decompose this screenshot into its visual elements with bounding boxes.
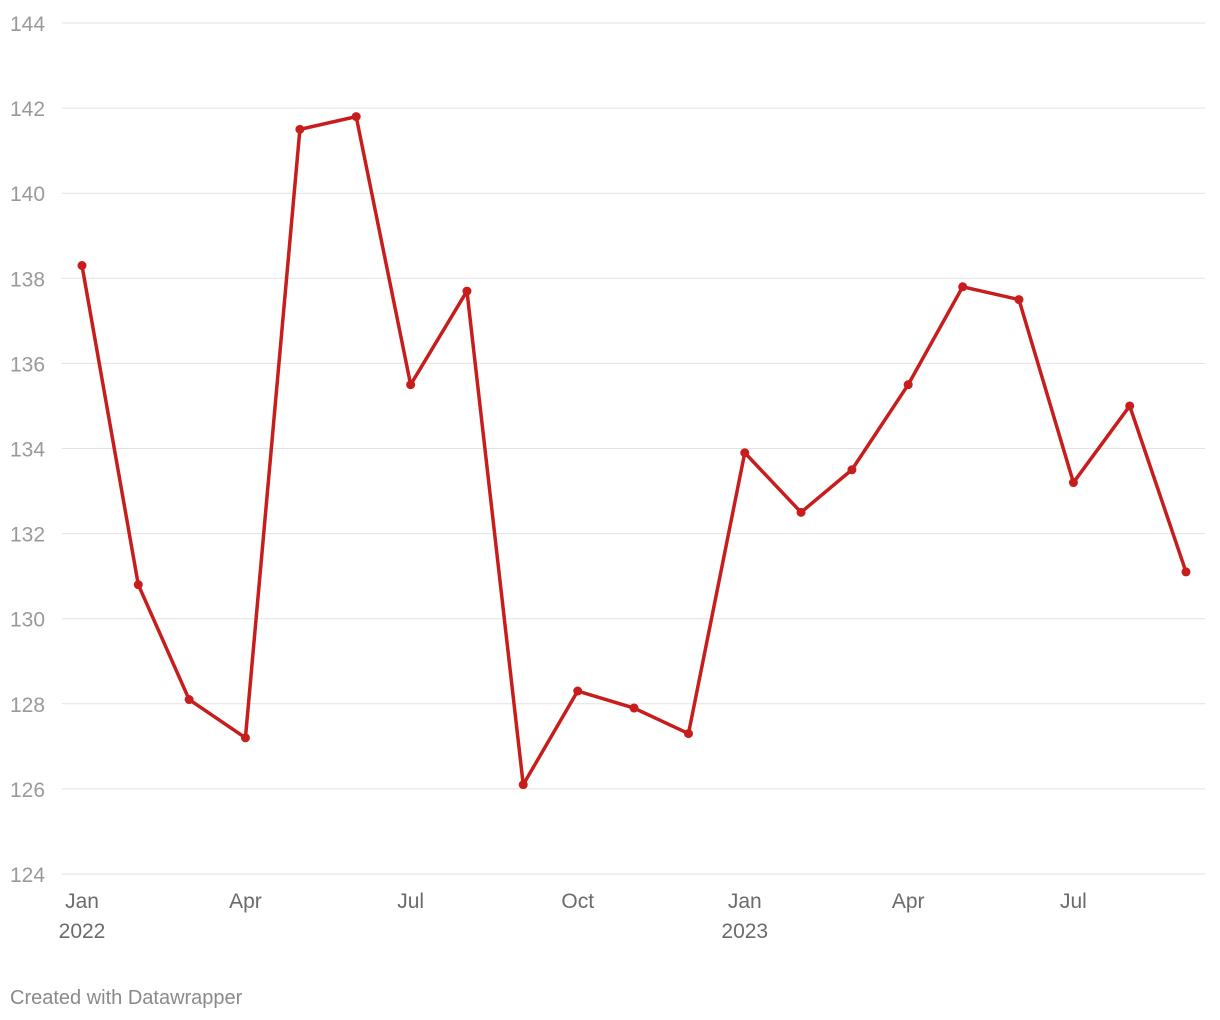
y-tick-label: 134	[10, 439, 45, 462]
point	[740, 448, 750, 458]
footer: Created with Datawrapper	[10, 987, 243, 1009]
point	[184, 695, 194, 705]
point	[1014, 295, 1024, 305]
x-tick-label: Jan	[65, 890, 99, 913]
point	[629, 703, 639, 713]
point	[351, 112, 361, 122]
point	[240, 733, 250, 743]
y-tick-label: 126	[10, 779, 45, 802]
point	[406, 380, 416, 390]
x-tick-label: Jul	[397, 890, 424, 913]
y-tick-label: 130	[10, 609, 45, 632]
y-tick-label: 144	[10, 13, 45, 36]
x-tick-label: Apr	[229, 890, 262, 913]
y-tick-label: 132	[10, 524, 45, 547]
x-tick-label: 2022	[59, 920, 106, 943]
point	[295, 124, 305, 134]
point	[573, 686, 583, 696]
point	[77, 261, 87, 271]
point	[796, 507, 806, 517]
line	[80, 114, 1188, 787]
point	[1181, 567, 1191, 577]
y-tick-label: 142	[10, 98, 45, 121]
point	[847, 465, 857, 475]
y-tick-label: 136	[10, 353, 45, 376]
point	[133, 580, 143, 590]
y-tick-label: 140	[10, 183, 45, 206]
point	[683, 729, 693, 739]
x-tick-label: Apr	[892, 890, 925, 913]
x-tick-label: Oct	[561, 890, 594, 913]
x-tick-label: Jul	[1060, 890, 1087, 913]
y-tick-label: 124	[10, 864, 45, 887]
point	[903, 380, 913, 390]
y-tick-label: 128	[10, 694, 45, 717]
point	[958, 282, 968, 292]
x-tick-label: Jan	[728, 890, 762, 913]
y-tick-label: 138	[10, 268, 45, 291]
point	[462, 286, 472, 296]
point	[1125, 401, 1135, 411]
point	[1068, 478, 1078, 488]
point	[518, 780, 528, 790]
x-tick-label: 2023	[721, 920, 768, 943]
